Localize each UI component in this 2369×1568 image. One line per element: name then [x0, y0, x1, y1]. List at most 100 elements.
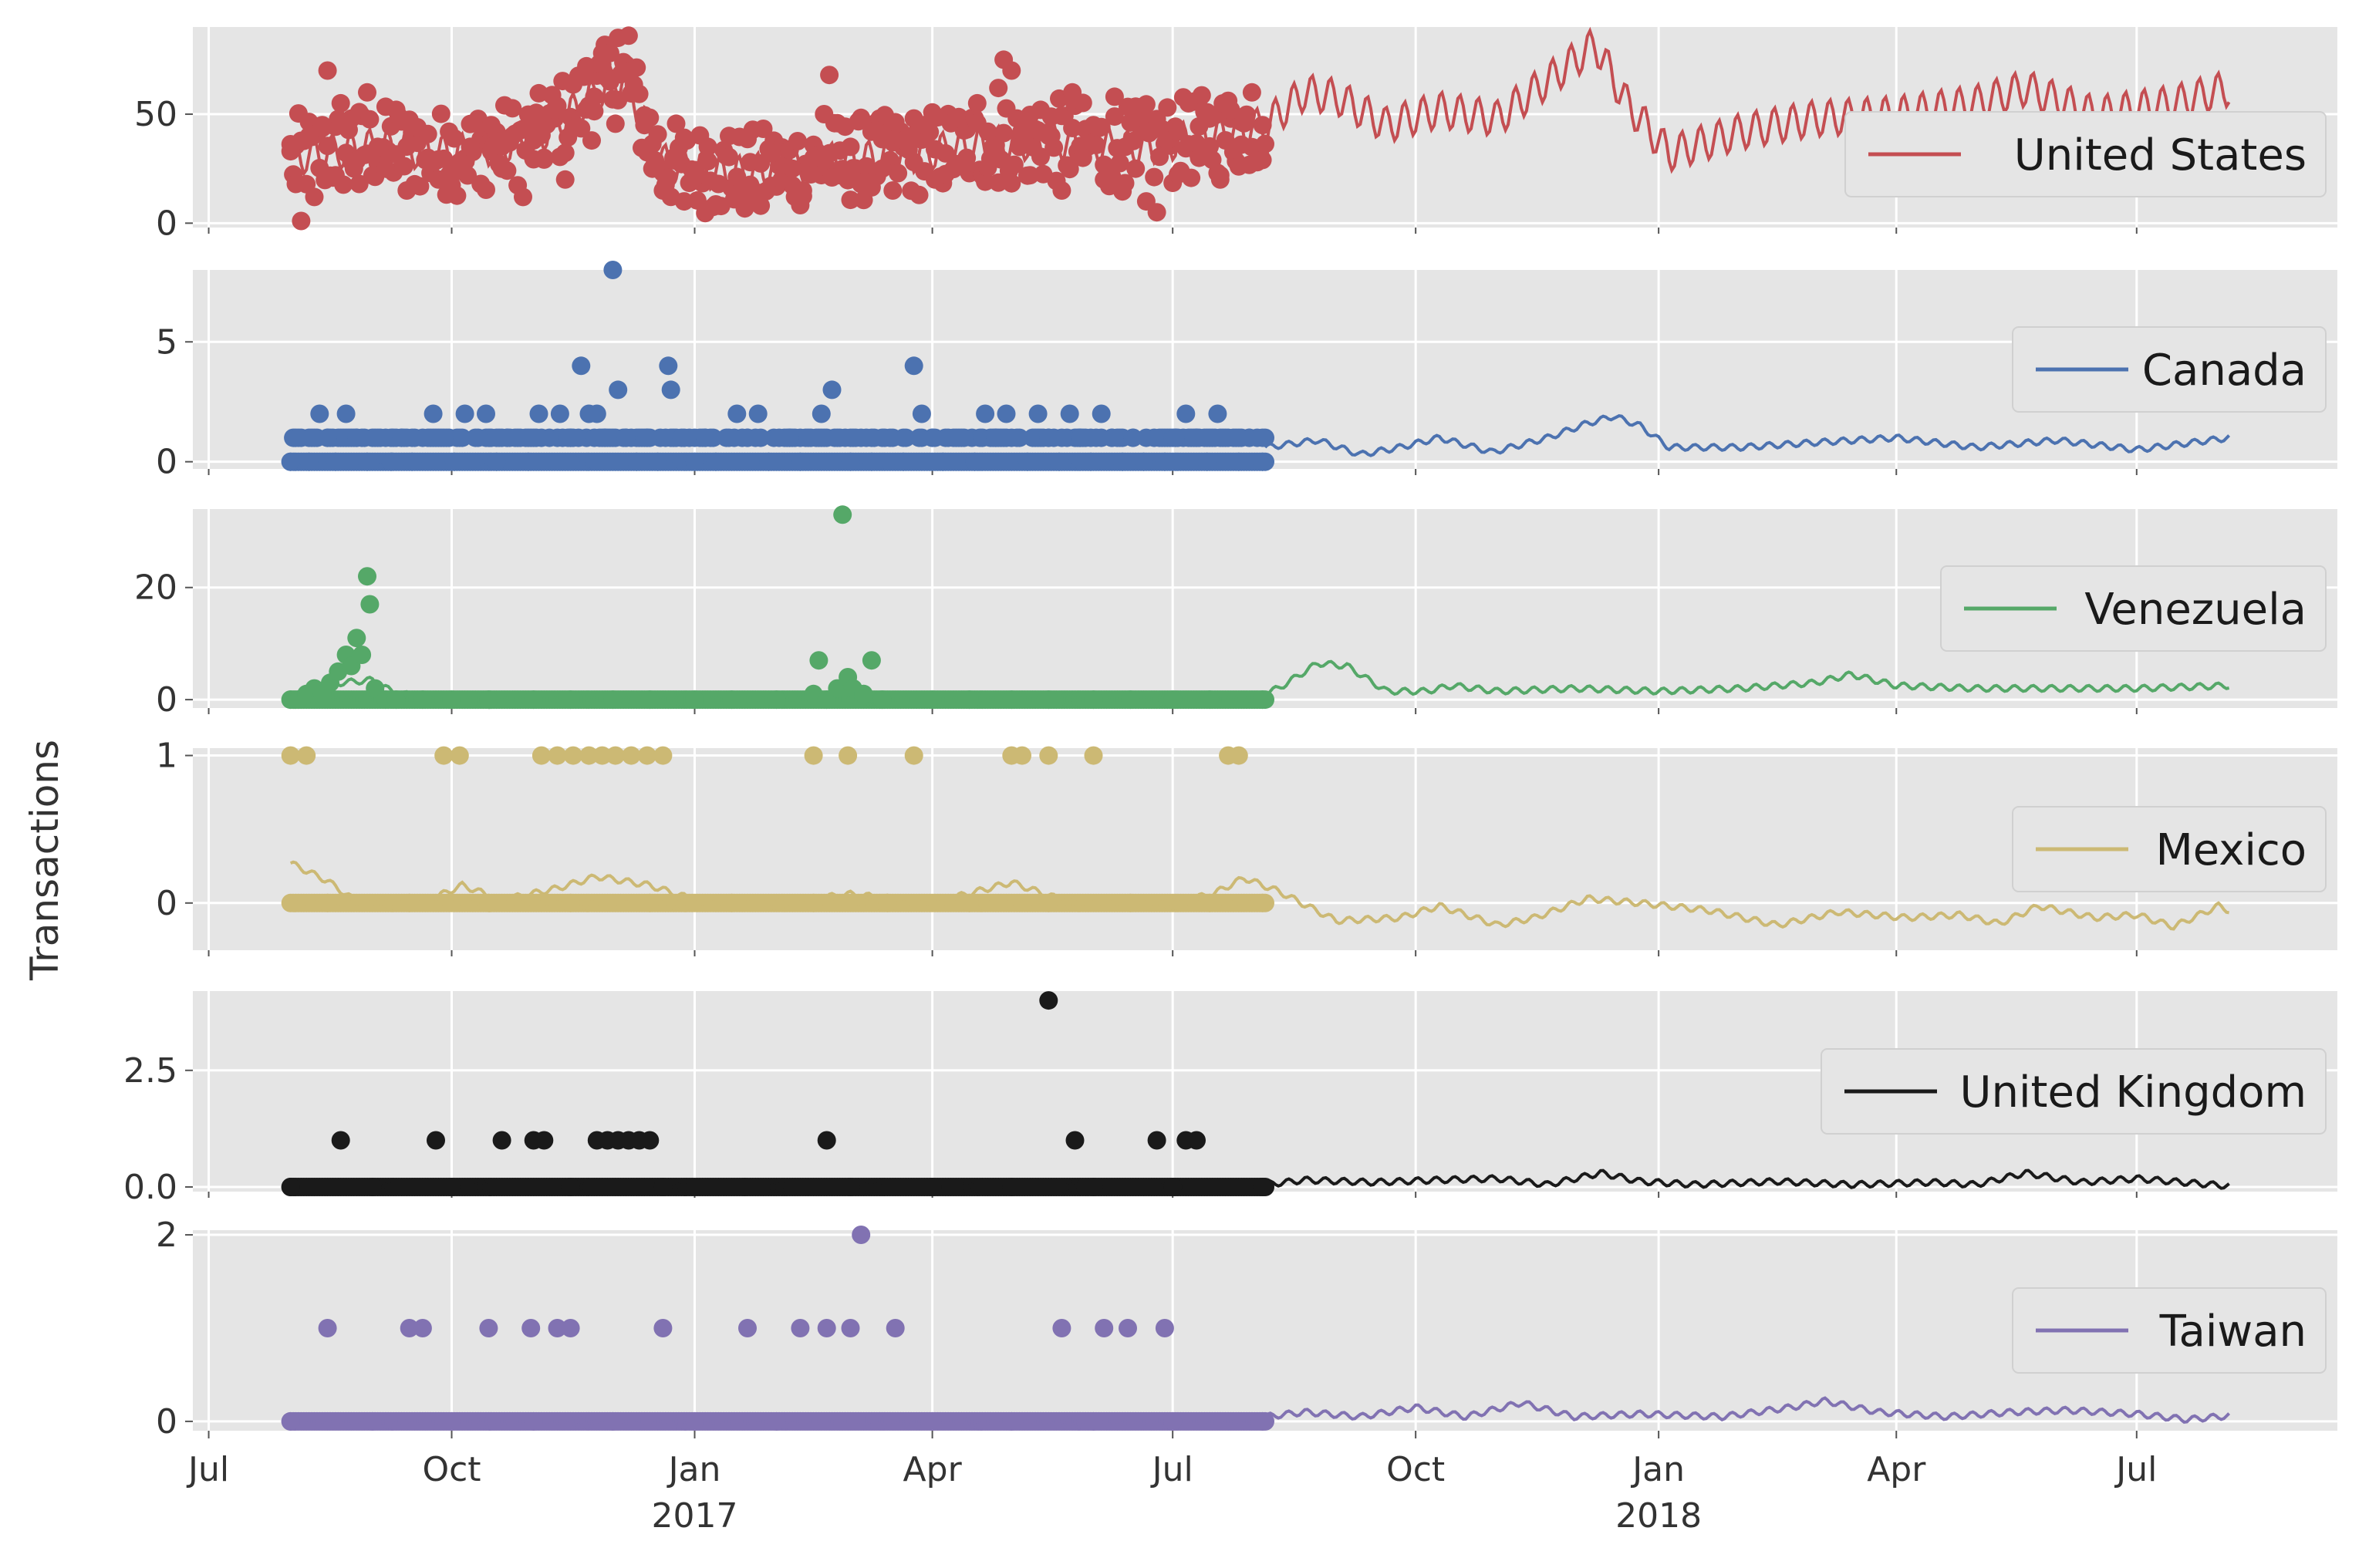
x-tick-label: Oct — [1386, 1450, 1445, 1489]
observed-point — [685, 1411, 704, 1431]
observed-point — [603, 1411, 623, 1431]
observed-point — [381, 452, 400, 471]
observed-point — [1256, 134, 1274, 153]
y-tick-label: 0 — [156, 884, 177, 923]
observed-point — [1010, 137, 1029, 157]
observed-point — [640, 690, 660, 710]
observed-point — [653, 1178, 673, 1196]
observed-point — [1039, 991, 1058, 1010]
observed-point — [305, 187, 324, 207]
observed-point — [1021, 166, 1040, 185]
observed-point — [1123, 428, 1142, 447]
observed-point — [791, 1319, 810, 1337]
observed-point — [347, 629, 366, 648]
observed-point — [1158, 98, 1177, 117]
observed-point — [450, 153, 469, 172]
observed-point — [326, 452, 345, 471]
observed-point — [286, 174, 305, 194]
observed-point — [514, 187, 532, 207]
observed-point — [1155, 1319, 1174, 1337]
observed-point — [524, 690, 543, 710]
observed-point — [685, 452, 704, 471]
observed-point — [804, 746, 823, 765]
panel-united-kingdom: 0.0 2.5 United Kingdom — [123, 991, 2337, 1207]
observed-point — [1219, 428, 1238, 447]
observed-point — [297, 746, 316, 765]
observed-point — [1071, 428, 1090, 447]
observed-point — [1187, 428, 1206, 447]
observed-point — [434, 746, 454, 765]
observed-point — [444, 452, 464, 471]
y-tick-label: 2.5 — [123, 1051, 177, 1091]
observed-point — [603, 261, 623, 279]
observed-point — [722, 690, 741, 710]
observed-point — [830, 428, 849, 447]
observed-point — [360, 595, 380, 614]
observed-point — [1002, 690, 1021, 710]
observed-point — [878, 893, 897, 912]
observed-point — [1102, 428, 1122, 447]
observed-point — [976, 404, 995, 423]
observed-point — [748, 404, 768, 423]
forecast-line — [1264, 1396, 2231, 1424]
observed-point — [540, 428, 559, 447]
observed-point — [720, 147, 738, 167]
observed-point — [1113, 452, 1132, 471]
observed-point — [1028, 404, 1048, 423]
observed-point — [637, 428, 656, 447]
legend-box — [2012, 1287, 2327, 1374]
observed-point — [561, 428, 580, 447]
observed-point — [466, 428, 485, 447]
observed-point — [1013, 746, 1031, 765]
observed-point — [524, 1411, 543, 1431]
legend: Mexico — [2012, 806, 2327, 892]
observed-point — [397, 181, 417, 200]
observed-point — [1065, 1131, 1085, 1150]
observed-point — [1166, 428, 1185, 447]
observed-point — [976, 172, 995, 191]
observed-point — [1082, 452, 1100, 471]
observed-point — [413, 690, 432, 710]
observed-point — [640, 1131, 660, 1150]
observed-point — [521, 1319, 541, 1337]
observed-point — [592, 43, 612, 62]
legend-label: United Kingdom — [1960, 1067, 2307, 1118]
observed-point — [1145, 428, 1164, 447]
observed-point — [767, 1411, 786, 1431]
observed-point — [585, 87, 604, 106]
y-tick-label: 0 — [156, 1402, 177, 1442]
observed-point — [933, 452, 953, 471]
observed-point — [1039, 893, 1058, 912]
observed-point — [912, 404, 931, 423]
observed-point — [622, 746, 641, 765]
observed-point — [872, 690, 892, 710]
observed-point — [440, 122, 459, 141]
observed-point — [561, 893, 580, 912]
observed-point — [1052, 181, 1071, 200]
observed-point — [896, 428, 916, 447]
observed-point — [1182, 168, 1201, 187]
observed-point — [1063, 83, 1082, 102]
observed-point — [353, 646, 372, 664]
observed-point — [349, 174, 369, 194]
observed-point — [643, 159, 662, 178]
observed-point — [817, 1319, 836, 1337]
observed-point — [1084, 746, 1103, 765]
observed-point — [862, 122, 881, 141]
observed-point — [524, 131, 543, 150]
observed-point — [358, 452, 376, 471]
observed-point — [1050, 452, 1068, 471]
observed-point — [577, 56, 596, 76]
x-tick-label: Apr — [1867, 1450, 1926, 1489]
observed-point — [1253, 150, 1272, 170]
observed-point — [812, 404, 831, 423]
observed-point — [738, 428, 757, 447]
observed-point — [1041, 126, 1061, 146]
observed-point — [904, 356, 923, 376]
forecast-line — [1264, 1168, 2230, 1190]
observed-point — [761, 143, 781, 163]
x-tick-label: Apr — [903, 1450, 963, 1489]
observed-point — [336, 404, 356, 423]
observed-point — [1086, 136, 1105, 155]
observed-point — [545, 100, 564, 120]
